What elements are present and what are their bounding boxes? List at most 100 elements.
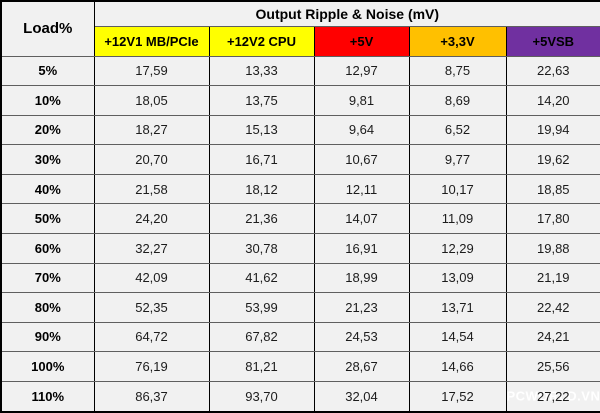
cell-value: 12,11 <box>345 181 378 197</box>
value-cell: 24,21 <box>505 321 600 353</box>
load-cell: 60% <box>0 232 95 264</box>
cell-value: 17,80 <box>537 211 570 227</box>
title-row: Load% Output Ripple & Noise (mV) <box>0 0 600 57</box>
value-cell: 67,82 <box>208 321 315 353</box>
cell-value: 67,82 <box>245 329 278 345</box>
value-cell: 21,19 <box>505 262 600 294</box>
value-cell: 13,71 <box>408 292 507 323</box>
value-cell: 93,70 <box>208 380 315 413</box>
value-cell: 81,21 <box>208 351 315 382</box>
value-cell: 17,80 <box>505 203 600 234</box>
value-cell: 64,72 <box>93 321 210 353</box>
cell-value: 27,22 <box>537 388 570 404</box>
cell-value: 20,70 <box>135 152 168 168</box>
value-cell: 13,09 <box>408 262 507 294</box>
column-header-row: +12V1 MB/PCIe +12V2 CPU +5V +3,3V +5VSB <box>1 25 600 57</box>
value-cell: 20,70 <box>93 144 210 175</box>
cell-value: 19,88 <box>537 240 570 256</box>
cell-value: 21,36 <box>245 211 278 227</box>
cell-value: 9,81 <box>348 92 375 108</box>
value-cell: 11,09 <box>408 203 507 234</box>
table-row: 80% 52,35 53,99 21,23 13,71 22,42 <box>0 292 600 323</box>
value-cell: 16,71 <box>208 144 315 175</box>
cell-value: 11,09 <box>441 211 474 227</box>
cell-value: 10,67 <box>345 152 378 168</box>
value-cell: 14,20 <box>505 85 600 116</box>
table-row: 110% 86,37 93,70 32,04 17,52 PCWORLD.VN 27,22 <box>0 380 600 413</box>
table-row: 20% 18,27 15,13 9,64 6,52 19,94 <box>0 114 600 146</box>
cell-value: 32,27 <box>135 240 168 256</box>
cell-value: 13,09 <box>441 270 474 286</box>
cell-value: 22,63 <box>537 63 570 79</box>
cell-value: 86,37 <box>135 388 168 404</box>
value-cell: 9,77 <box>408 144 507 175</box>
value-cell: 8,69 <box>408 85 507 116</box>
value-cell: 19,88 <box>505 232 600 264</box>
cell-value: 18,27 <box>135 122 168 138</box>
column-header-1: +12V2 CPU <box>208 25 315 57</box>
cell-value: 17,52 <box>441 388 474 404</box>
load-cell: 5% <box>0 55 95 87</box>
load-cell: 110% <box>0 380 95 413</box>
cell-value: 53,99 <box>245 299 278 315</box>
cell-value: 10,17 <box>441 181 474 197</box>
table-row: 60% 32,27 30,78 16,91 12,29 19,88 <box>0 232 600 264</box>
value-cell: 32,27 <box>93 232 210 264</box>
cell-value: 9,77 <box>444 152 471 168</box>
cell-value: 64,72 <box>135 329 168 345</box>
cell-value: 21,58 <box>135 181 168 197</box>
cell-value: 14,66 <box>441 359 474 375</box>
cell-value: 16,71 <box>245 152 278 168</box>
value-cell: 14,54 <box>408 321 507 353</box>
cell-value: 93,70 <box>245 388 278 404</box>
value-cell: 18,27 <box>93 114 210 146</box>
value-cell: 12,97 <box>313 55 410 87</box>
cell-value: 19,94 <box>537 122 570 138</box>
value-cell: 21,23 <box>313 292 410 323</box>
cell-value: 24,20 <box>135 211 168 227</box>
value-cell: 18,05 <box>93 85 210 116</box>
load-cell: 80% <box>0 292 95 323</box>
table-row: 50% 24,20 21,36 14,07 11,09 17,80 <box>0 203 600 234</box>
value-cell: PCWORLD.VN 27,22 <box>505 380 600 413</box>
value-cell: 42,09 <box>93 262 210 294</box>
cell-value: 15,13 <box>245 122 278 138</box>
value-cell: 41,62 <box>208 262 315 294</box>
cell-value: 13,71 <box>441 299 474 315</box>
cell-value: 81,21 <box>245 359 278 375</box>
value-cell: 25,56 <box>505 351 600 382</box>
cell-value: 9,64 <box>348 122 375 138</box>
value-cell: 30,78 <box>208 232 315 264</box>
value-cell: 22,42 <box>505 292 600 323</box>
value-cell: 6,52 <box>408 114 507 146</box>
table-row: 30% 20,70 16,71 10,67 9,77 19,62 <box>0 144 600 175</box>
table-row: 10% 18,05 13,75 9,81 8,69 14,20 <box>0 85 600 116</box>
cell-value: 8,69 <box>444 92 471 108</box>
column-header-0: +12V1 MB/PCIe <box>93 25 210 57</box>
value-cell: 19,94 <box>505 114 600 146</box>
value-cell: 14,66 <box>408 351 507 382</box>
cell-value: 14,20 <box>537 92 570 108</box>
cell-value: 52,35 <box>135 299 168 315</box>
cell-value: 18,12 <box>245 181 278 197</box>
value-cell: 14,07 <box>313 203 410 234</box>
value-cell: 12,29 <box>408 232 507 264</box>
cell-value: 76,19 <box>135 359 168 375</box>
value-cell: 86,37 <box>93 380 210 413</box>
cell-value: 18,05 <box>135 92 168 108</box>
cell-value: 17,59 <box>135 63 168 79</box>
value-cell: 15,13 <box>208 114 315 146</box>
value-cell: 21,36 <box>208 203 315 234</box>
value-cell: 13,75 <box>208 85 315 116</box>
cell-value: 24,53 <box>345 329 378 345</box>
column-header-3: +3,3V <box>408 25 507 57</box>
value-cell: 53,99 <box>208 292 315 323</box>
load-cell: 30% <box>0 144 95 175</box>
value-cell: 10,67 <box>313 144 410 175</box>
cell-value: 8,75 <box>444 63 471 79</box>
value-cell: 13,33 <box>208 55 315 87</box>
value-cell: 18,99 <box>313 262 410 294</box>
load-column-header: Load% <box>0 0 95 57</box>
value-cell: 52,35 <box>93 292 210 323</box>
value-cell: 9,81 <box>313 85 410 116</box>
